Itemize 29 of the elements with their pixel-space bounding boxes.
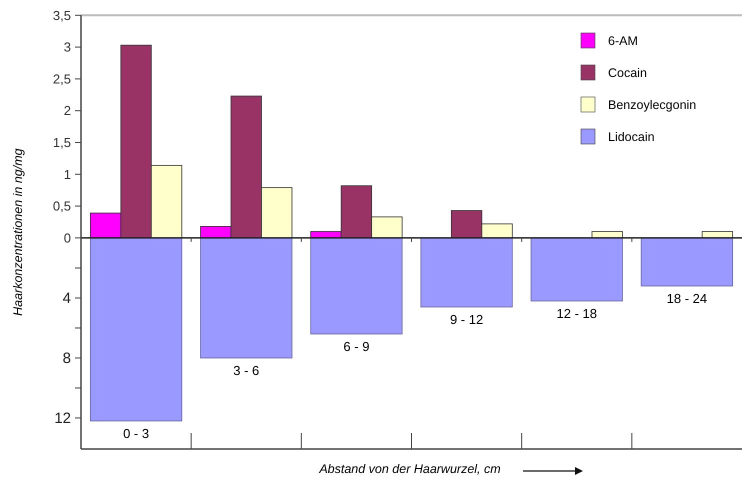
x-tick-label: 6 - 9 — [343, 338, 370, 354]
bar — [310, 238, 403, 334]
y2-tick-label: 4 — [62, 290, 71, 307]
x-tick-label: 12 - 18 — [556, 306, 597, 321]
x-axis-title: Abstand von der Haarwurzel, cm — [318, 462, 501, 476]
y-tick-label: 2,5 — [52, 71, 71, 86]
bar — [200, 238, 292, 358]
y-tick-label: 0,5 — [52, 198, 71, 214]
x-tick-label: 3 - 6 — [233, 362, 260, 378]
y2-tick-label: 8 — [62, 350, 71, 367]
legend-label: 6-AM — [608, 34, 638, 48]
y-axis-title: Haarkonzentrationen in ng/mg — [11, 148, 25, 316]
legend-label: Lidocain — [608, 130, 655, 144]
y-tick-label: 3,5 — [52, 8, 71, 23]
x-tick-label: 9 - 12 — [450, 312, 484, 327]
y-tick-label: 2 — [64, 103, 71, 118]
y-tick-label: 1,5 — [52, 134, 71, 150]
y-tick-label: 3 — [64, 40, 71, 55]
bar — [420, 238, 513, 308]
y-tick-label: 0 — [64, 230, 71, 246]
y-tick-label: 1 — [64, 166, 71, 182]
y2-tick-label: 12 — [54, 410, 71, 427]
legend-label: Cocain — [608, 66, 647, 80]
bar — [530, 238, 623, 302]
legend-label: Benzoylecgonin — [608, 98, 696, 112]
x-tick-label: 18 - 24 — [666, 290, 708, 306]
bar — [640, 238, 734, 286]
bar — [90, 238, 182, 422]
x-tick-label: 0 - 3 — [123, 426, 150, 441]
